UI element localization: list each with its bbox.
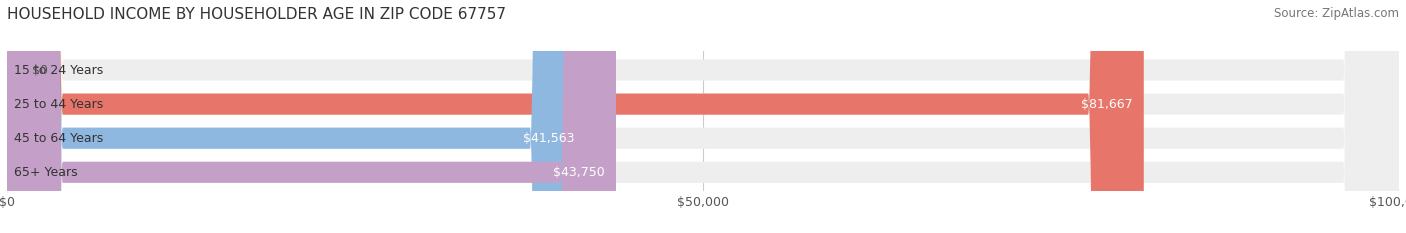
FancyBboxPatch shape	[7, 0, 585, 233]
Text: 25 to 44 Years: 25 to 44 Years	[14, 98, 103, 111]
FancyBboxPatch shape	[7, 0, 1144, 233]
Text: $81,667: $81,667	[1081, 98, 1133, 111]
FancyBboxPatch shape	[7, 0, 1399, 233]
FancyBboxPatch shape	[7, 0, 1399, 233]
FancyBboxPatch shape	[7, 0, 1399, 233]
FancyBboxPatch shape	[7, 0, 616, 233]
Text: 65+ Years: 65+ Years	[14, 166, 77, 179]
Text: 45 to 64 Years: 45 to 64 Years	[14, 132, 103, 145]
Text: $0: $0	[32, 64, 48, 76]
Text: Source: ZipAtlas.com: Source: ZipAtlas.com	[1274, 7, 1399, 20]
Text: HOUSEHOLD INCOME BY HOUSEHOLDER AGE IN ZIP CODE 67757: HOUSEHOLD INCOME BY HOUSEHOLDER AGE IN Z…	[7, 7, 506, 22]
Text: $43,750: $43,750	[553, 166, 605, 179]
Text: $41,563: $41,563	[523, 132, 575, 145]
FancyBboxPatch shape	[7, 0, 1399, 233]
Text: 15 to 24 Years: 15 to 24 Years	[14, 64, 103, 76]
